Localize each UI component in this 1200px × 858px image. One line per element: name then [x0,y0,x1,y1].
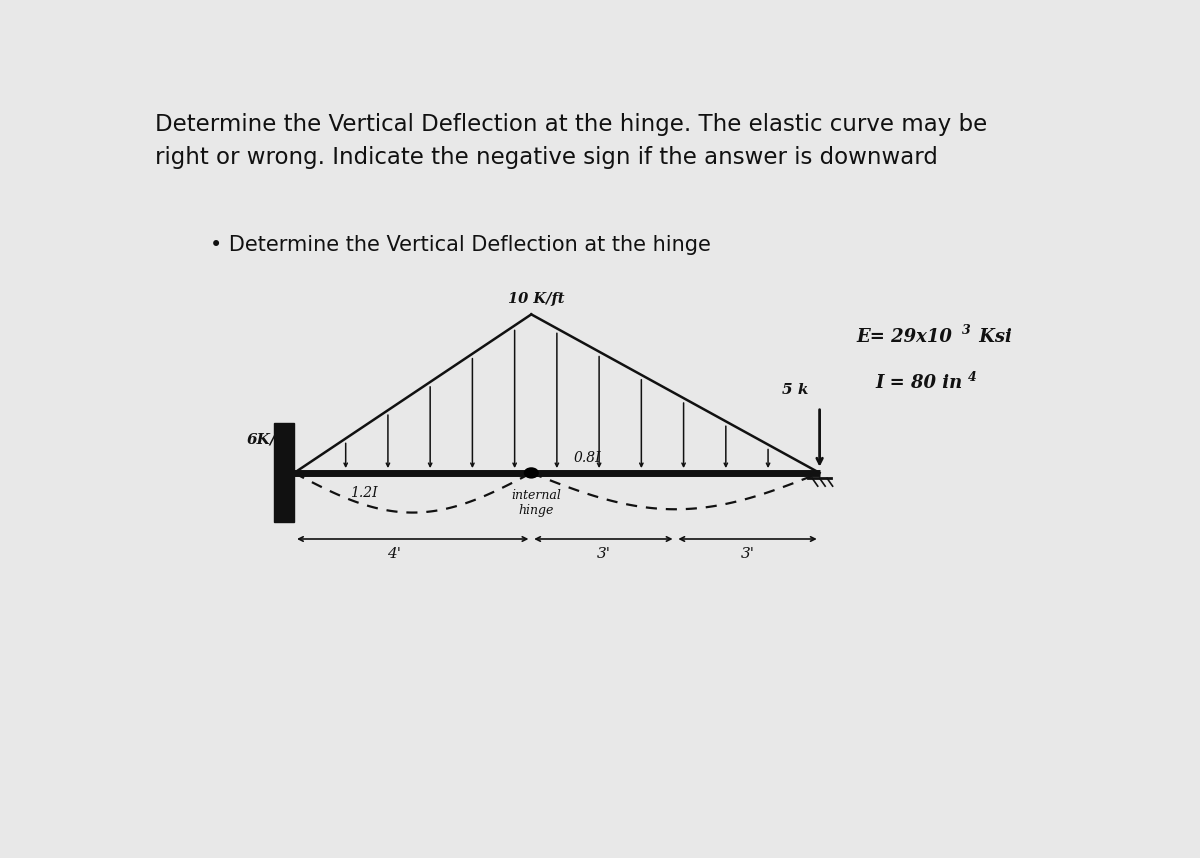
Text: 10 K/ft: 10 K/ft [508,293,564,306]
Text: 4: 4 [968,371,977,384]
Text: 5 k: 5 k [782,383,809,397]
Text: • Determine the Vertical Deflection at the hinge: • Determine the Vertical Deflection at t… [210,235,712,255]
Text: Determine the Vertical Deflection at the hinge. The elastic curve may be: Determine the Vertical Deflection at the… [155,113,986,136]
Text: 0.8I: 0.8I [574,451,601,465]
Text: 6K/ft: 6K/ft [246,432,289,446]
Text: 3': 3' [596,547,611,561]
Text: I = 80 in: I = 80 in [876,374,962,392]
Text: Ksi: Ksi [973,328,1012,346]
Text: right or wrong. Indicate the negative sign if the answer is downward: right or wrong. Indicate the negative si… [155,146,937,169]
Text: internal
hinge: internal hinge [511,489,560,517]
Text: E= 29x10: E= 29x10 [857,328,953,346]
Text: 3': 3' [740,547,755,561]
Text: 3: 3 [962,324,971,337]
Text: 1.2I: 1.2I [350,486,378,500]
Text: 4': 4' [388,547,401,561]
Circle shape [524,468,538,478]
Bar [274,423,294,523]
